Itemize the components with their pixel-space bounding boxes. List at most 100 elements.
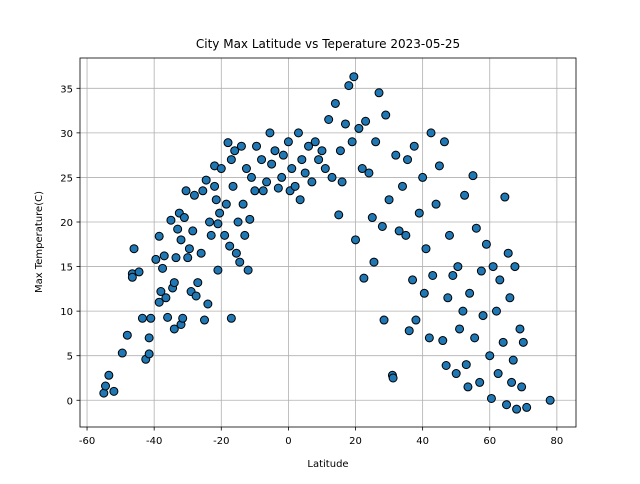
point	[349, 72, 359, 82]
point	[320, 164, 330, 174]
point	[198, 186, 208, 196]
point	[421, 244, 431, 254]
point	[134, 267, 144, 277]
point	[200, 315, 210, 325]
point	[455, 324, 465, 334]
point	[377, 221, 387, 231]
point	[178, 313, 188, 323]
point	[176, 235, 186, 245]
point	[453, 262, 463, 272]
point	[270, 146, 280, 156]
point	[183, 253, 193, 263]
point	[344, 81, 354, 91]
point	[246, 172, 256, 182]
point	[443, 293, 453, 303]
point	[262, 177, 272, 187]
point	[327, 172, 337, 182]
point	[488, 262, 498, 272]
point	[431, 199, 441, 209]
point	[243, 265, 253, 275]
x-tick-label: 40	[416, 436, 429, 447]
point	[226, 155, 236, 165]
point	[161, 293, 171, 303]
point	[522, 402, 532, 412]
point	[213, 265, 223, 275]
point	[117, 348, 127, 358]
point	[471, 223, 481, 233]
point	[156, 287, 166, 297]
point	[293, 128, 303, 138]
point	[203, 299, 213, 309]
point	[101, 381, 111, 391]
x-tick-label: -40	[146, 436, 162, 447]
point	[388, 373, 398, 383]
x-tick-label: -60	[79, 436, 95, 447]
point	[240, 230, 250, 240]
point	[122, 330, 132, 340]
point	[104, 370, 114, 380]
x-tick-label: -20	[213, 436, 229, 447]
point	[371, 137, 381, 147]
point	[381, 110, 391, 120]
point	[508, 355, 518, 365]
point	[146, 313, 156, 323]
point	[154, 297, 164, 307]
point	[369, 257, 379, 267]
point	[505, 293, 515, 303]
point	[241, 164, 251, 174]
y-tick-label: 30	[60, 129, 73, 140]
x-tick-label: 60	[483, 436, 496, 447]
point	[414, 208, 424, 218]
y-tick-label: 20	[60, 218, 73, 229]
point	[191, 291, 201, 301]
x-axis-label: Latitude	[307, 459, 348, 470]
point	[359, 273, 369, 283]
point	[411, 315, 421, 325]
point	[468, 171, 478, 181]
point	[495, 275, 505, 285]
axes-frame	[79, 57, 577, 428]
point	[426, 128, 436, 138]
point	[193, 278, 203, 288]
point	[515, 324, 525, 334]
point	[245, 214, 255, 224]
point	[461, 360, 471, 370]
point	[401, 230, 411, 240]
point	[109, 386, 119, 396]
point	[196, 248, 206, 258]
point	[273, 183, 283, 193]
point	[434, 161, 444, 171]
point	[283, 137, 293, 147]
point	[334, 210, 344, 220]
point	[448, 270, 458, 280]
point	[287, 164, 297, 174]
point	[351, 235, 361, 245]
point	[409, 141, 419, 151]
point	[364, 168, 374, 178]
point	[238, 199, 248, 209]
point	[478, 311, 488, 321]
point	[403, 155, 413, 165]
point	[137, 313, 147, 323]
chart-title: City Max Latitude vs Teperature 2023-05-…	[196, 37, 460, 51]
point	[250, 186, 260, 196]
point	[277, 172, 287, 182]
point	[129, 244, 139, 254]
point	[216, 164, 226, 174]
point	[169, 278, 179, 288]
point	[481, 239, 491, 249]
point	[295, 195, 305, 205]
point	[512, 404, 522, 414]
point	[213, 219, 223, 229]
y-tick-label: 15	[60, 263, 73, 274]
point	[169, 324, 179, 334]
point	[460, 190, 470, 200]
point	[441, 361, 451, 370]
point	[465, 288, 475, 298]
point	[361, 116, 371, 126]
point	[233, 217, 243, 227]
point	[500, 192, 510, 202]
point	[503, 248, 513, 258]
y-tick-label: 0	[67, 396, 73, 407]
